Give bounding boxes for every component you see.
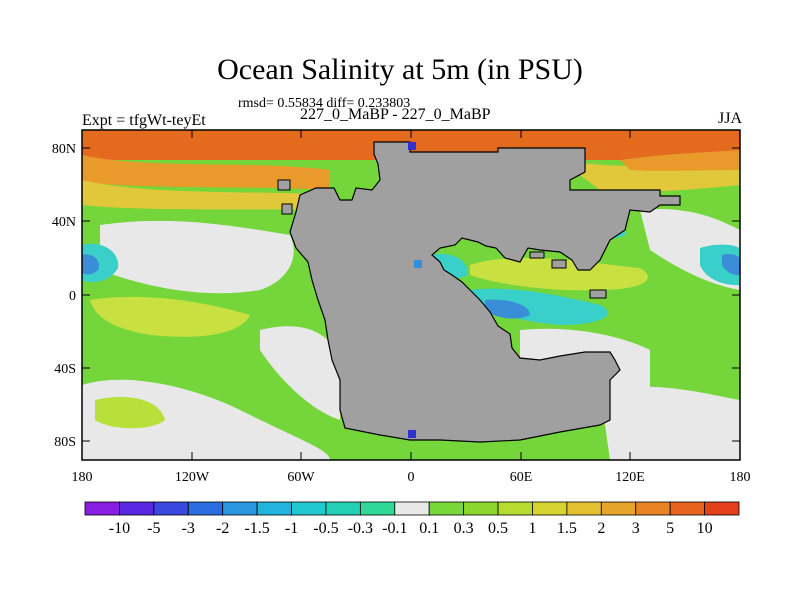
colorbar-swatch (669, 501, 705, 516)
colorbar-swatch (635, 501, 671, 516)
sw-neutral-patch (260, 326, 340, 420)
colorbar-label: -10 (109, 520, 130, 537)
colorbar-swatch (497, 501, 533, 516)
lat-label: 40N (52, 215, 76, 230)
colorbar-label: 10 (697, 520, 713, 537)
lat-ticks (82, 147, 740, 442)
west-blue-patch (82, 254, 99, 275)
colorbar-label: 1 (528, 520, 536, 537)
lon-label: 60E (510, 470, 533, 485)
ne-orange-band (620, 150, 740, 171)
lon-label: 180 (730, 470, 751, 485)
island-4 (277, 179, 291, 191)
colorbar-swatch (394, 501, 430, 516)
indian-cyan-patch (470, 288, 608, 325)
island-3 (589, 289, 607, 299)
colorbar-label: -3 (182, 520, 195, 537)
east-blue-patch (722, 253, 740, 276)
colorbar-swatch (359, 501, 396, 516)
colorbar-swatch (325, 501, 361, 516)
south-blue-cell (408, 430, 416, 438)
colorbar-label: 2 (597, 520, 605, 537)
colorbar-swatch (566, 501, 602, 516)
lat-label: 80N (52, 142, 76, 157)
colorbar-label: -1.5 (244, 520, 269, 537)
lat-label: 0 (69, 289, 76, 304)
colorbar-label: -0.3 (348, 520, 373, 537)
plot-title: Ocean Salinity at 5m (in PSU) (217, 53, 583, 86)
lon-label: 60W (287, 470, 315, 485)
colorbar-label: 5 (666, 520, 674, 537)
colorbar-label: -0.1 (382, 520, 407, 537)
north-blue-cell (408, 142, 416, 150)
land-mass (289, 141, 681, 443)
comparison-label: 227_0_MaBP - 227_0_MaBP (300, 106, 491, 123)
colorbar-label: 0.3 (454, 520, 474, 537)
colorbar-swatch (428, 501, 465, 516)
colorbar-swatch (532, 501, 568, 516)
lat-label: 40S (54, 362, 76, 377)
colorbar-swatch (119, 501, 155, 516)
colorbar-swatch (704, 501, 740, 516)
season-label: JJA (717, 110, 742, 127)
west-yellowgreen-patch (90, 296, 250, 337)
stats-label: rmsd= 0.55834 diff= 0.233803 (238, 96, 411, 111)
coast-blue-cell (414, 260, 422, 268)
island-2 (551, 259, 567, 269)
colorbar-label: 0.5 (488, 520, 508, 537)
sw-green-patch (95, 396, 165, 429)
colorbar-label: -2 (216, 520, 229, 537)
colorbar-swatch (256, 501, 292, 516)
colorbar-label: 0.1 (419, 520, 439, 537)
island-1 (529, 251, 545, 259)
lon-label: 120E (615, 470, 645, 485)
colorbar-label: -5 (147, 520, 160, 537)
lon-label: 0 (408, 470, 415, 485)
lon-label: 120W (175, 470, 210, 485)
experiment-label: Expt = tfgWt-teyEt (82, 112, 206, 129)
lat-label: 80S (54, 435, 76, 450)
far-se-neutral-patch (600, 386, 740, 460)
south-neutral-patch (82, 379, 330, 460)
colorbar-swatch (600, 501, 637, 516)
indian-blue-patch (485, 299, 530, 319)
colorbar-swatch (153, 501, 189, 516)
colorbar-swatch (291, 501, 327, 516)
colorbar-swatch (84, 501, 120, 516)
colorbar-label: 3 (632, 520, 640, 537)
island-5 (281, 203, 293, 215)
colorbar-label: -0.5 (313, 520, 338, 537)
west-neutral-patch (100, 220, 294, 294)
colorbar-swatch (187, 501, 224, 516)
north-yellow-band (82, 180, 330, 210)
colorbar-swatch (463, 501, 499, 516)
equatorial-yellowgreen (470, 257, 648, 291)
colorbar-swatch (222, 501, 258, 516)
colorbar-label: 1.5 (557, 520, 577, 537)
lon-ticks (81, 130, 741, 460)
colorbar: -10 -5 -3 -2 -1.5 -1 -0.5 -0.3 -0.1 0.1 0.3 0.5 1 1.5… (84, 501, 740, 537)
lon-label: 180 (72, 470, 93, 485)
north-orange-band (82, 155, 330, 190)
colorbar-label: -1 (285, 520, 298, 537)
